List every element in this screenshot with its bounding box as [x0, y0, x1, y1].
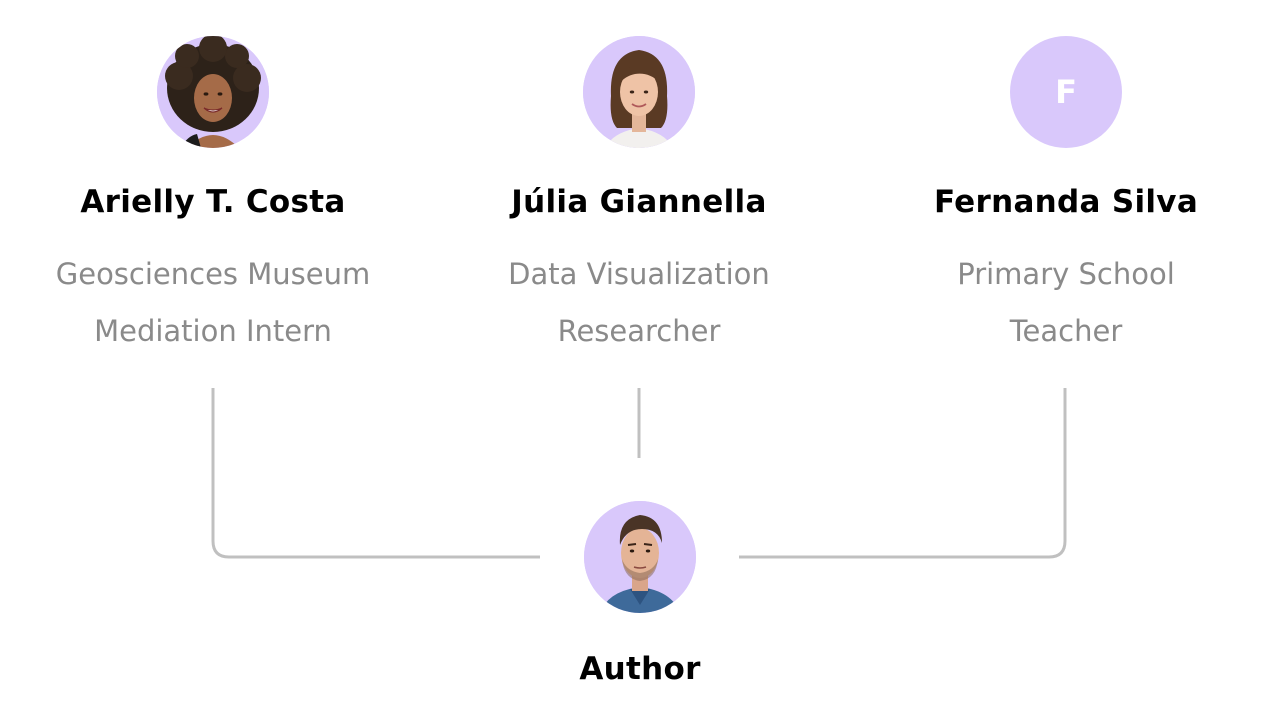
author-avatar — [584, 501, 696, 613]
author-card: Author — [540, 501, 740, 687]
person-card-arielly: Arielly T. Costa Geosciences Museum Medi… — [13, 36, 413, 360]
person-role: Data Visualization Researcher — [508, 246, 770, 360]
person-card-julia: Júlia Giannella Data Visualization Resea… — [439, 36, 839, 360]
avatar: F — [1010, 36, 1122, 148]
role-line: Researcher — [557, 314, 721, 348]
avatar-initial: F — [1055, 73, 1077, 111]
photo-avatar-icon — [584, 501, 696, 613]
role-line: Geosciences Museum — [55, 257, 371, 291]
photo-avatar-icon — [157, 36, 269, 148]
role-line: Teacher — [1009, 314, 1123, 348]
author-label: Author — [579, 651, 701, 687]
avatar — [583, 36, 695, 148]
person-name: Júlia Giannella — [511, 184, 767, 220]
person-name: Fernanda Silva — [933, 184, 1199, 220]
person-name: Arielly T. Costa — [80, 184, 346, 220]
connector-left — [211, 388, 540, 559]
photo-avatar-icon — [583, 36, 695, 148]
connector-right — [739, 388, 1067, 559]
person-role: Primary School Teacher — [957, 246, 1175, 360]
role-line: Mediation Intern — [94, 314, 332, 348]
person-role: Geosciences Museum Mediation Intern — [56, 246, 370, 360]
avatar — [157, 36, 269, 148]
person-card-fernanda: F Fernanda Silva Primary School Teacher — [866, 36, 1266, 360]
role-line: Primary School — [957, 257, 1175, 291]
role-line: Data Visualization — [508, 257, 770, 291]
